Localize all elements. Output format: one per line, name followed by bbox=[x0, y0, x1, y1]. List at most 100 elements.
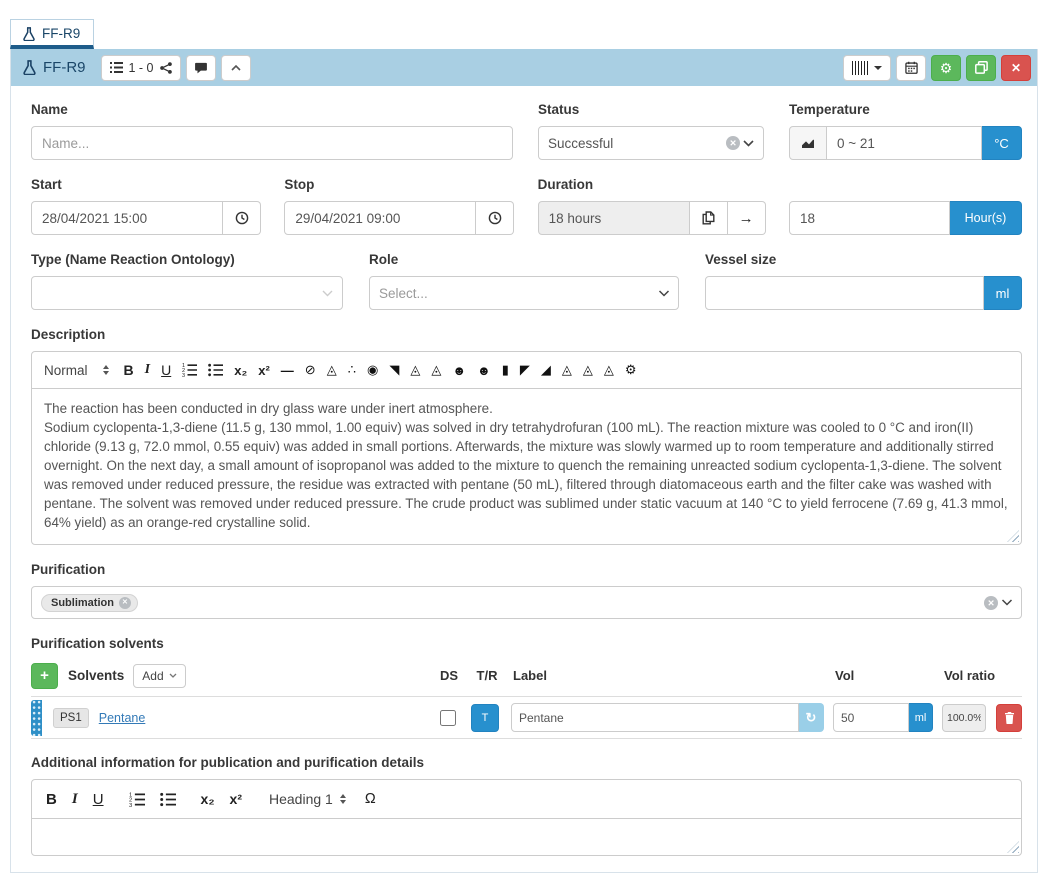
subscript-icon[interactable]: x₂ bbox=[234, 362, 248, 378]
heading-picker[interactable]: Heading 1 bbox=[269, 791, 346, 807]
ban-icon[interactable]: ⊘ bbox=[304, 362, 316, 377]
stop-label: Stop bbox=[284, 177, 315, 192]
bold-icon[interactable]: B bbox=[46, 790, 57, 808]
ds-checkbox[interactable] bbox=[439, 709, 456, 726]
sort-arrows-icon bbox=[102, 365, 109, 375]
vial-b-icon[interactable]: ◬ bbox=[582, 362, 593, 377]
stop-clock-button[interactable] bbox=[476, 201, 515, 235]
role-select[interactable]: Select... bbox=[369, 276, 679, 310]
add-label: Add bbox=[142, 668, 164, 683]
analyses-counter-button[interactable]: 1 - 0 bbox=[100, 54, 181, 81]
sync-button[interactable]: ↻ bbox=[799, 703, 824, 733]
subscript-icon[interactable]: x₂ bbox=[200, 791, 215, 808]
italic-icon[interactable]: I bbox=[71, 790, 78, 807]
italic-icon[interactable]: I bbox=[144, 362, 151, 377]
vol-input[interactable] bbox=[833, 703, 909, 733]
clear-icon[interactable] bbox=[726, 136, 740, 150]
area-chart-icon bbox=[801, 137, 816, 149]
format-picker[interactable]: Normal bbox=[44, 363, 109, 378]
calendar-button[interactable] bbox=[896, 54, 926, 81]
remove-tag-icon[interactable] bbox=[118, 596, 131, 609]
description-line-1: The reaction has been conducted in dry g… bbox=[44, 401, 493, 416]
solvents-group-label: Solvents bbox=[68, 668, 125, 684]
close-button[interactable]: ✕ bbox=[1001, 54, 1031, 81]
stop-input[interactable] bbox=[284, 201, 477, 235]
notebook-icon[interactable]: ▮ bbox=[501, 362, 509, 377]
arrow-right-icon: → bbox=[738, 209, 754, 227]
clock-icon bbox=[488, 211, 502, 225]
print-code-button[interactable] bbox=[843, 54, 891, 81]
underline-icon[interactable]: U bbox=[92, 790, 104, 808]
bullet-list-icon[interactable] bbox=[159, 792, 176, 807]
delete-solvent-button[interactable] bbox=[996, 703, 1022, 732]
molecule-icon[interactable]: ∴ bbox=[347, 362, 356, 377]
purification-label: Purification bbox=[31, 562, 106, 578]
name-label: Name bbox=[31, 102, 68, 117]
status-select[interactable]: Successful bbox=[538, 126, 764, 160]
person-b-icon[interactable]: ☻ bbox=[477, 362, 491, 378]
flask-b-icon[interactable]: ◬ bbox=[431, 362, 442, 377]
tab-ff-r9[interactable]: FF-R9 bbox=[10, 19, 95, 49]
chevron-down-icon bbox=[743, 139, 754, 147]
flask-icon bbox=[23, 26, 35, 41]
role-label: Role bbox=[369, 252, 399, 267]
record-icon[interactable]: ◉ bbox=[366, 362, 379, 377]
superscript-icon[interactable]: x² bbox=[258, 362, 270, 378]
purification-select[interactable]: Sublimation bbox=[31, 586, 1022, 620]
superscript-icon[interactable]: x² bbox=[229, 791, 242, 808]
solvent-label-input[interactable] bbox=[511, 703, 799, 733]
vol-unit-button[interactable]: ml bbox=[909, 703, 933, 733]
close-icon: ✕ bbox=[1010, 60, 1022, 75]
additional-text[interactable] bbox=[32, 819, 1021, 855]
start-input[interactable] bbox=[31, 201, 223, 235]
hr-icon[interactable]: — bbox=[280, 362, 294, 378]
omega-icon[interactable]: Ω bbox=[364, 791, 376, 808]
flask-drop-icon[interactable]: ◬ bbox=[326, 362, 337, 377]
bold-icon[interactable]: B bbox=[123, 362, 134, 378]
green-settings-button[interactable]: ⚙ bbox=[931, 54, 961, 81]
vessel-input[interactable] bbox=[705, 276, 984, 310]
bullet-list-icon[interactable] bbox=[208, 363, 224, 377]
vessel-label: Vessel size bbox=[705, 252, 777, 267]
column-vol-ratio: Vol ratio bbox=[944, 668, 996, 684]
underline-icon[interactable]: U bbox=[161, 362, 172, 378]
comment-icon bbox=[194, 62, 208, 74]
tab-label: FF-R9 bbox=[42, 26, 81, 41]
duration-copy-button[interactable] bbox=[689, 201, 728, 235]
add-solvent-button[interactable]: + bbox=[31, 662, 58, 689]
vial-a-icon[interactable]: ◬ bbox=[561, 362, 572, 377]
duplicate-button[interactable] bbox=[966, 54, 996, 81]
duration-number-input[interactable] bbox=[788, 201, 950, 235]
name-input[interactable] bbox=[31, 126, 513, 160]
description-text[interactable]: The reaction has been conducted in dry g… bbox=[32, 389, 1021, 544]
drag-handle-icon[interactable] bbox=[31, 699, 42, 736]
vial-c-icon[interactable]: ◬ bbox=[603, 362, 614, 377]
comments-button[interactable] bbox=[185, 54, 216, 81]
temperature-chart-button[interactable] bbox=[789, 126, 827, 160]
duration-apply-button[interactable]: → bbox=[727, 201, 766, 235]
vessel-unit-button[interactable]: ml bbox=[984, 276, 1022, 310]
start-clock-button[interactable] bbox=[223, 201, 261, 235]
start-label: Start bbox=[31, 177, 62, 192]
form-row-1: Name Status Successful Temperature bbox=[31, 102, 1022, 160]
temperature-unit-button[interactable]: °C bbox=[982, 126, 1022, 160]
solvent-link[interactable]: Pentane bbox=[98, 710, 146, 725]
funnel-p-icon[interactable]: ◥ bbox=[389, 362, 400, 377]
clear-icon[interactable] bbox=[984, 595, 998, 610]
temperature-input[interactable] bbox=[827, 126, 982, 160]
funnel-in-icon[interactable]: ◤ bbox=[519, 362, 530, 377]
duration-unit-button[interactable]: Hour(s) bbox=[949, 201, 1022, 235]
person-a-icon[interactable]: ☻ bbox=[452, 362, 467, 378]
type-select[interactable] bbox=[31, 276, 343, 310]
add-dropdown-button[interactable]: Add bbox=[133, 663, 186, 688]
tr-toggle-button[interactable]: T bbox=[471, 703, 499, 732]
panel-title: FF-R9 bbox=[23, 59, 86, 76]
gear-icon[interactable]: ⚙ bbox=[624, 362, 637, 377]
funnel-out-icon[interactable]: ◢ bbox=[540, 362, 551, 377]
barcode-icon bbox=[852, 60, 868, 75]
collapse-button[interactable] bbox=[220, 54, 251, 81]
sort-arrows-icon bbox=[339, 794, 346, 805]
flask-a-icon[interactable]: ◬ bbox=[410, 362, 421, 377]
